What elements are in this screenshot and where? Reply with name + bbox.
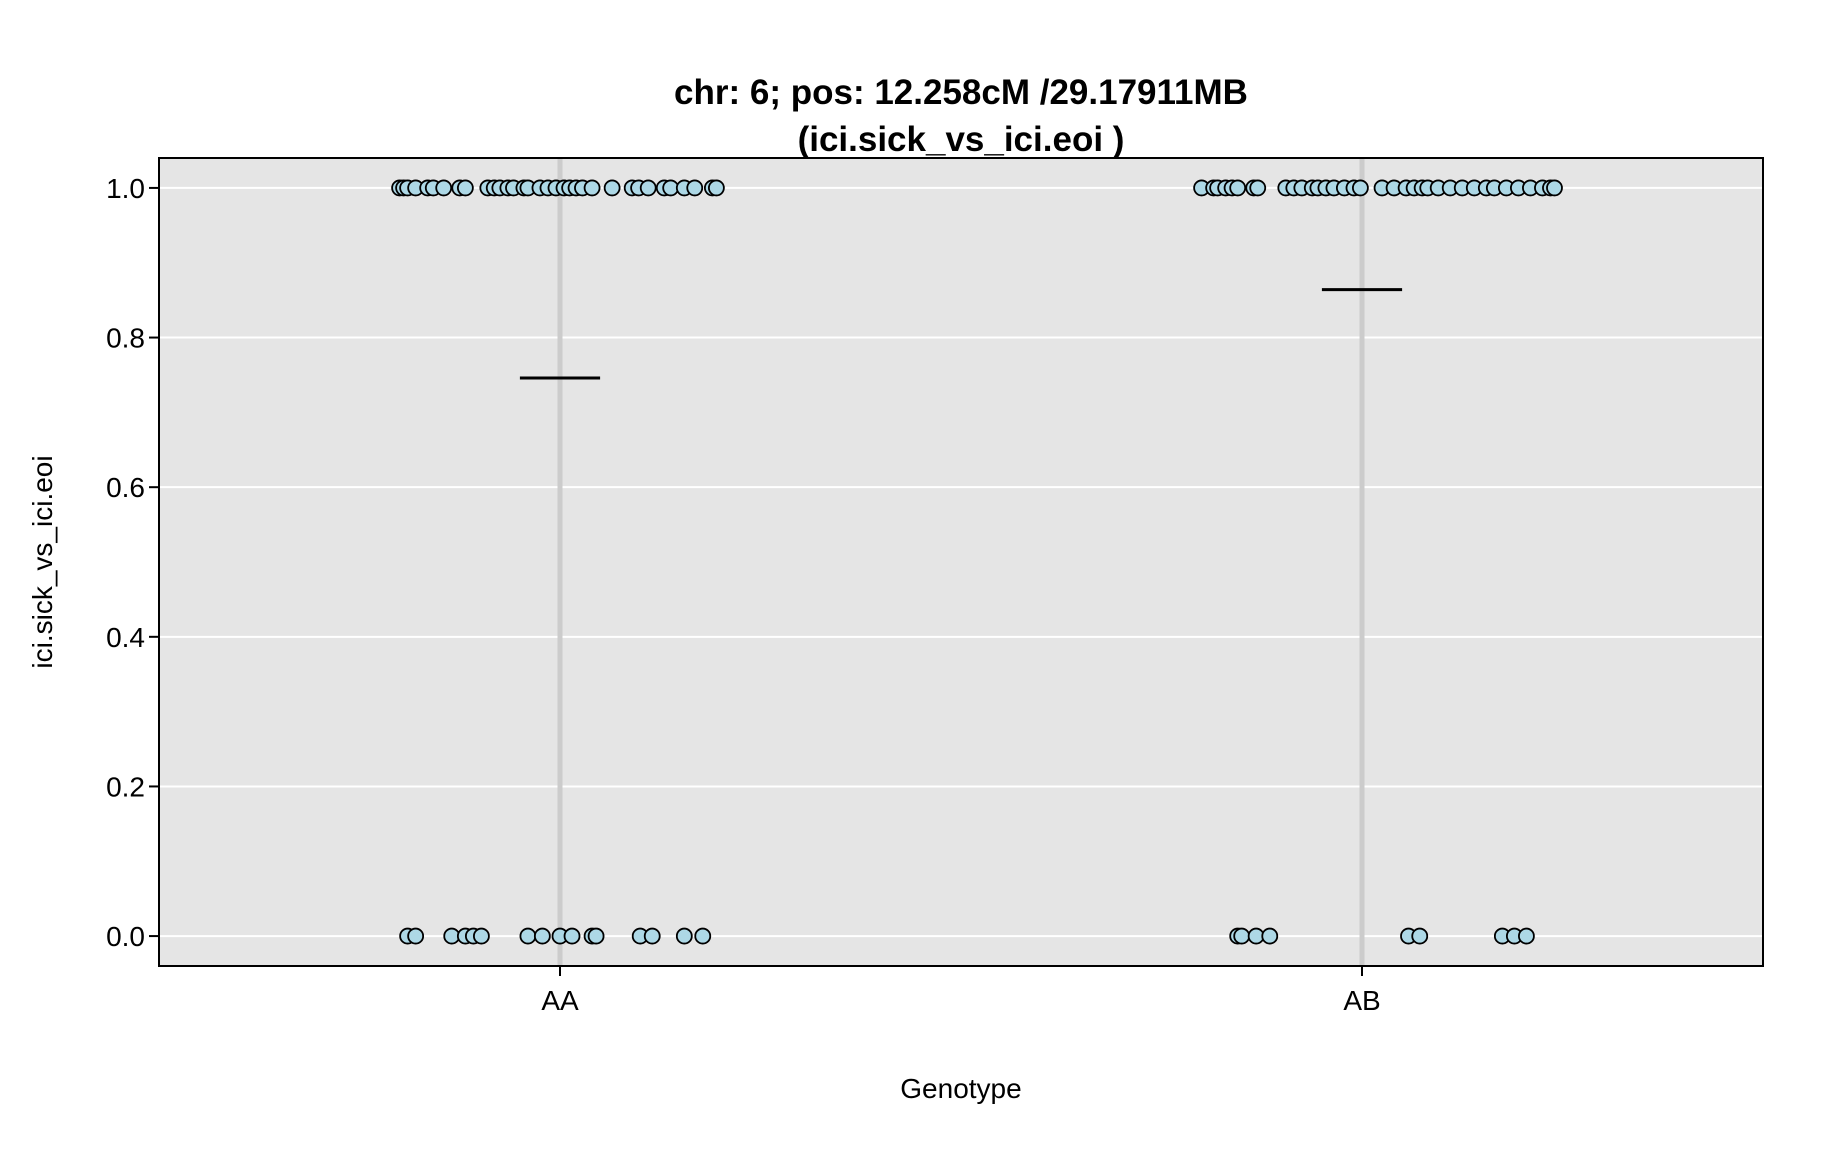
data-point	[473, 927, 490, 945]
chart-title: chr: 6; pos: 12.258cM /29.17911MB	[674, 73, 1248, 112]
data-point	[456, 179, 474, 197]
data-point	[643, 927, 661, 945]
mean-markers	[519, 288, 1403, 380]
y-tick-label: 0.2	[106, 771, 145, 802]
data-point	[686, 179, 704, 197]
x-tick-label: AA	[541, 985, 579, 1016]
points-layer	[391, 179, 1563, 945]
data-point	[1546, 179, 1563, 197]
data-point	[1351, 179, 1369, 197]
y-tick-label: 0.0	[106, 921, 145, 952]
data-point	[587, 927, 605, 945]
data-point	[435, 179, 453, 197]
data-point	[1411, 927, 1429, 945]
data-point	[675, 927, 693, 945]
y-tick-label: 0.4	[106, 622, 145, 653]
data-point	[533, 927, 551, 945]
y-tick-label: 0.8	[106, 323, 145, 354]
chart-subtitle: (ici.sick_vs_ici.eoi )	[798, 120, 1125, 159]
x-axis-label: Genotype	[900, 1073, 1021, 1104]
data-point	[1261, 927, 1279, 945]
data-point	[694, 927, 712, 945]
data-point	[1518, 927, 1535, 945]
plot-panel	[159, 158, 1763, 966]
data-point	[639, 179, 657, 197]
data-point	[519, 927, 537, 945]
data-point	[1229, 179, 1247, 197]
data-point	[583, 179, 601, 197]
data-point	[603, 179, 621, 197]
data-point	[1233, 927, 1251, 945]
category-lines	[557, 158, 1365, 966]
y-tick-label: 0.6	[106, 472, 145, 503]
x-tick-label: AB	[1343, 985, 1380, 1016]
data-point	[1249, 179, 1267, 197]
x-axis: AA AB	[541, 966, 1381, 1016]
data-point	[563, 927, 581, 945]
data-point	[707, 179, 725, 197]
y-axis: 0.0 0.2 0.4 0.6 0.8 1.0	[106, 173, 159, 952]
data-point	[407, 927, 425, 945]
y-tick-label: 1.0	[106, 173, 145, 204]
y-axis-label: ici.sick_vs_ici.eoi	[27, 455, 58, 668]
plot-border	[158, 157, 1764, 967]
